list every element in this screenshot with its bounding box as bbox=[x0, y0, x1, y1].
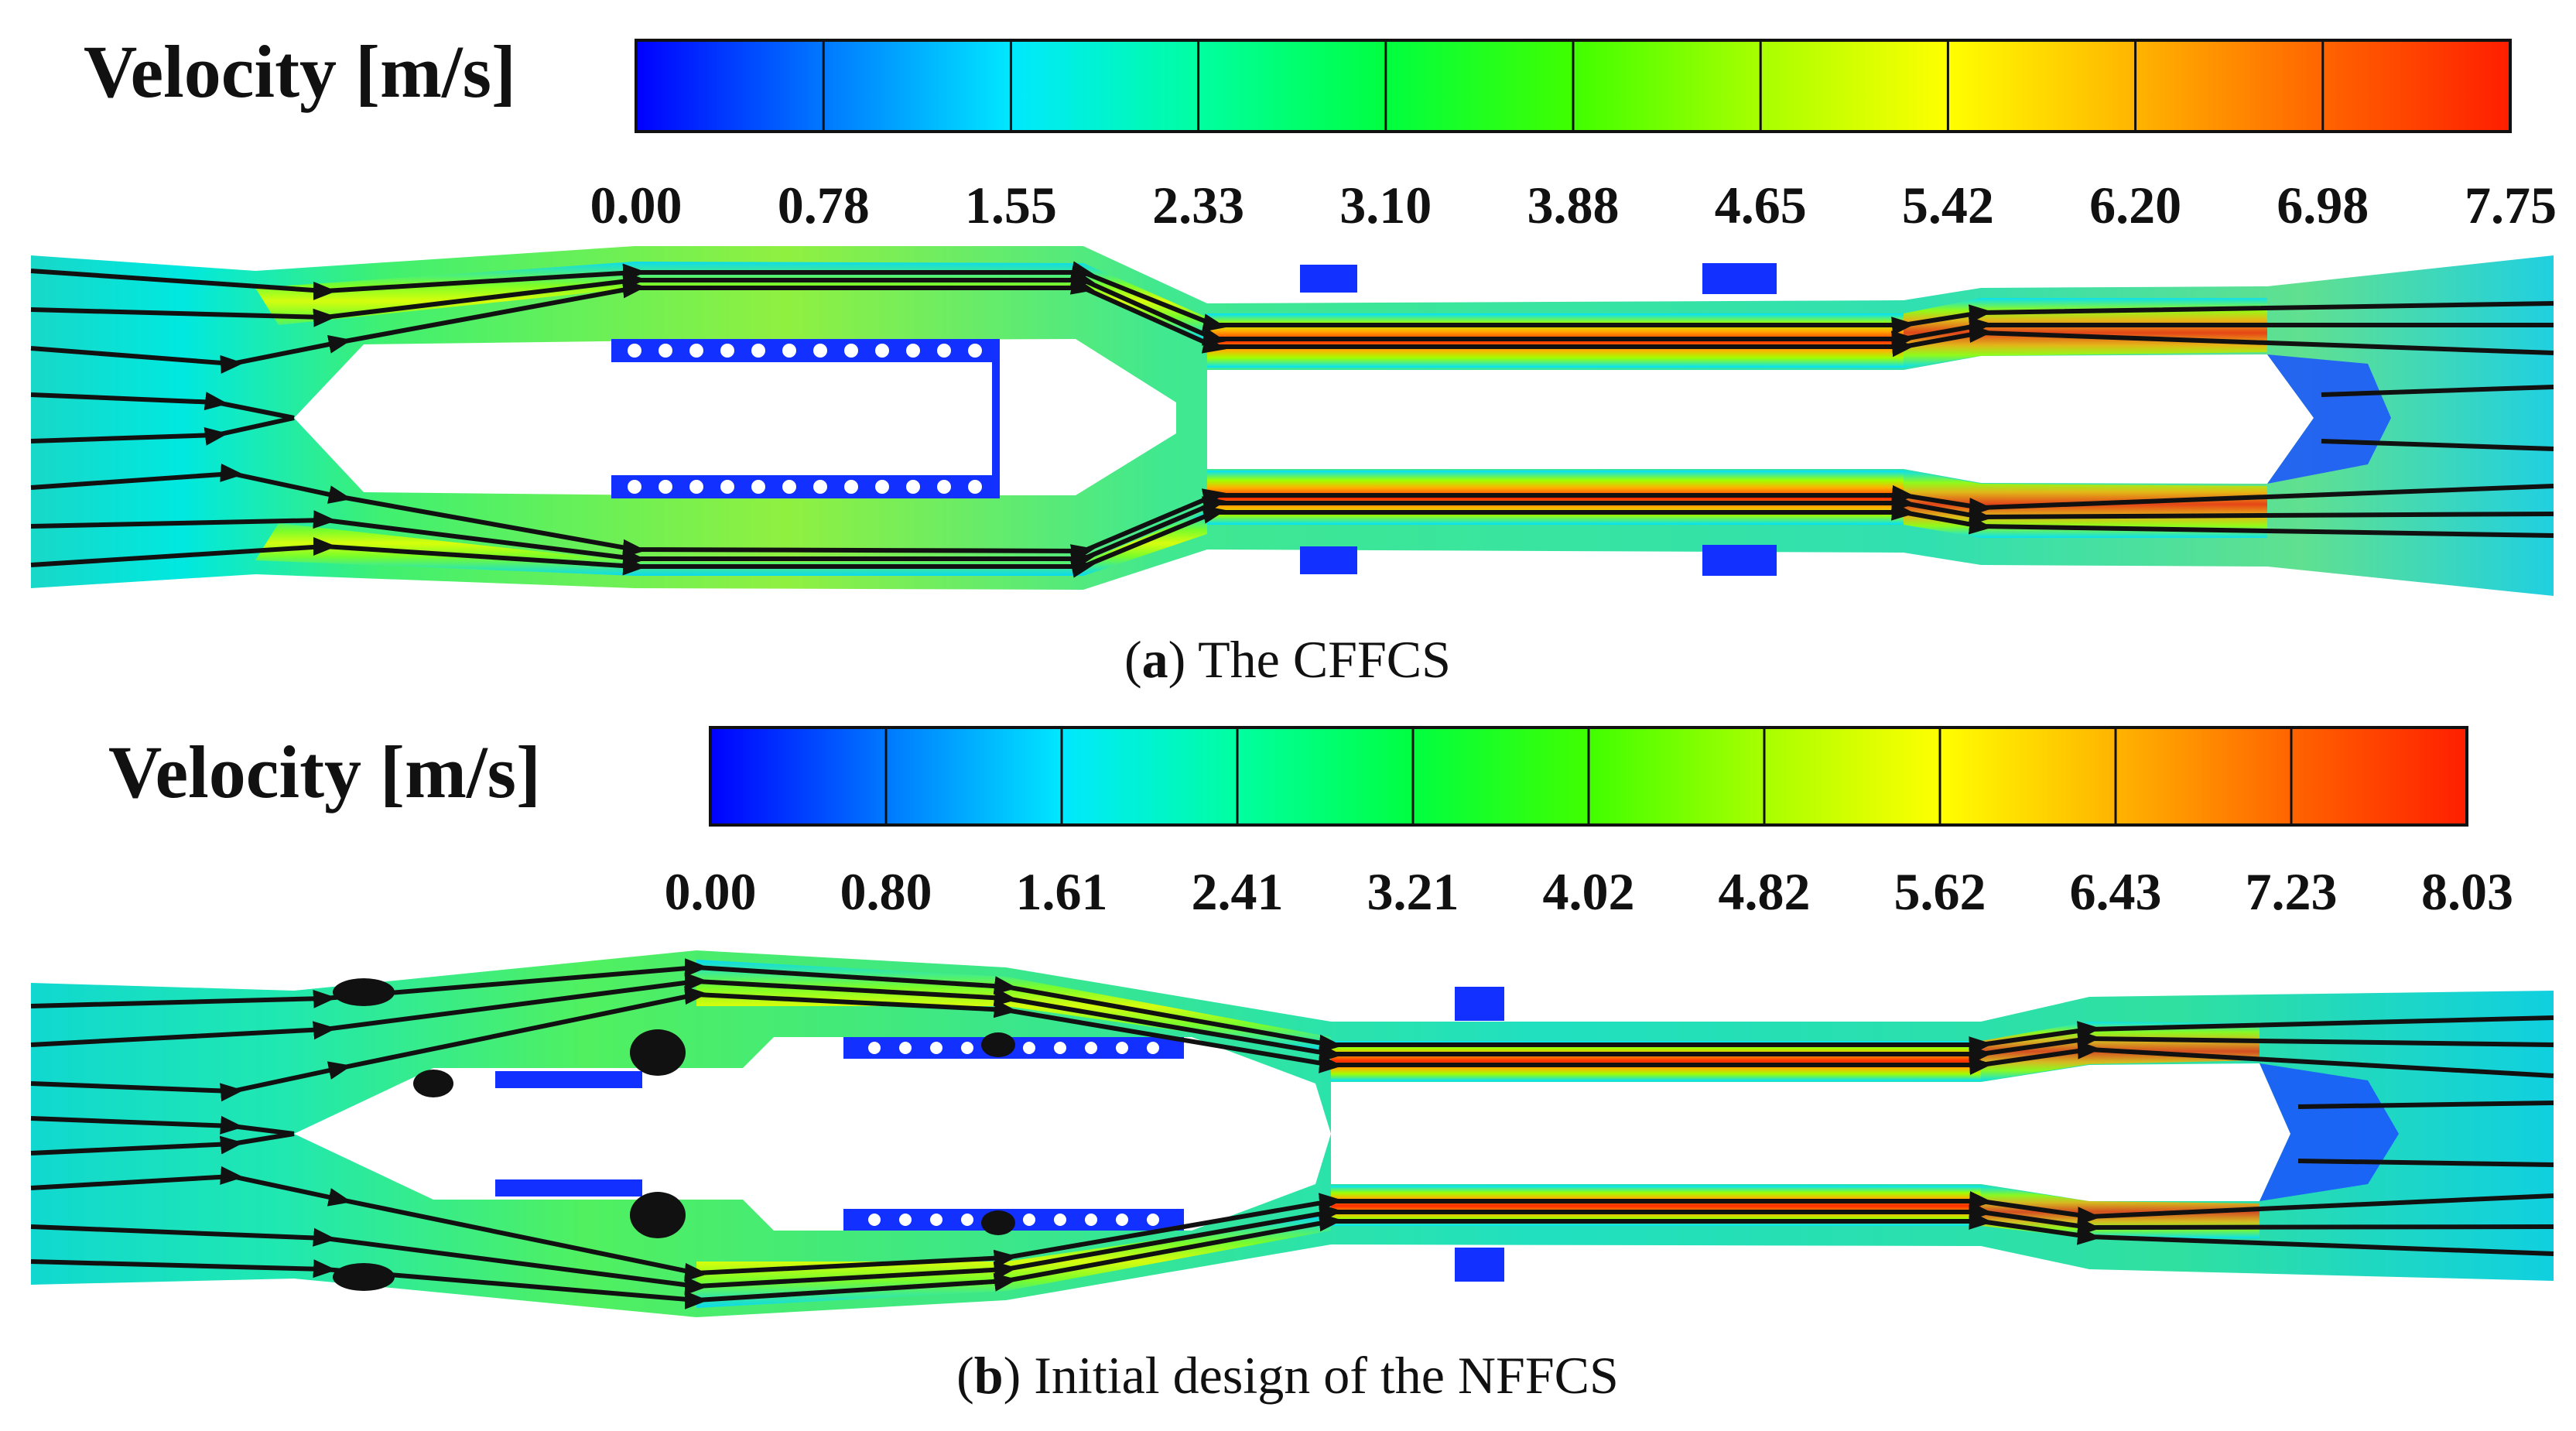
panel-b-lower-block bbox=[1455, 1248, 1504, 1282]
panel-a-caption: (a) The CFFCS bbox=[1124, 630, 1451, 689]
colorbar-tick-label: 2.41 bbox=[1192, 862, 1284, 921]
panel-a-streamline bbox=[30, 416, 295, 446]
colorbar-tick-label: 2.33 bbox=[1152, 176, 1244, 235]
panel-a-streamlines bbox=[30, 261, 2554, 578]
panel-b-streamline bbox=[2297, 1101, 2554, 1109]
colorbar-tick-label: 4.65 bbox=[1715, 176, 1807, 235]
panel-a-streamline bbox=[30, 502, 2554, 578]
panel-a-liner-end bbox=[992, 339, 1000, 498]
panel-a-streamline bbox=[2321, 439, 2554, 451]
panel-a-upper-block-1 bbox=[1300, 265, 1357, 293]
colorbar-tick-label: 5.42 bbox=[1902, 176, 1994, 235]
panel-a-jet-transition-upper bbox=[1904, 298, 2267, 368]
panel-a-streamline bbox=[2321, 385, 2554, 397]
colorbar-tick-label: 6.20 bbox=[2089, 176, 2181, 235]
panel-b-upper-block bbox=[1455, 987, 1504, 1021]
colorbar-tick-label: 6.43 bbox=[2070, 862, 2162, 921]
panel-a-caption-letter: a bbox=[1142, 630, 1168, 689]
panel-b-legend-title: Velocity [m/s] bbox=[108, 731, 541, 813]
colorbar-tick-label: 0.00 bbox=[665, 862, 757, 921]
colorbar-tick-label: 0.78 bbox=[778, 176, 870, 235]
panel-b-inner-liner-top bbox=[495, 1071, 642, 1088]
panel-a-legend-title: Velocity [m/s] bbox=[84, 30, 516, 113]
colorbar-tick-label: 4.82 bbox=[1719, 862, 1811, 921]
panel-a-recirculation bbox=[2267, 354, 2391, 484]
panel-b-streamline bbox=[30, 986, 2554, 1102]
colorbar-tick-label: 0.80 bbox=[840, 862, 932, 921]
colorbar-tick-label: 8.03 bbox=[2421, 862, 2513, 921]
panel-b-streamlines bbox=[30, 958, 2554, 1309]
panel-b-nffcs: Velocity [m/s] 0.00 0.80 1.61 2.41 3.21 4.02 4… bbox=[30, 726, 2554, 1405]
panel-a-colorbar: 0.00 0.78 1.55 2.33 3.10 3.88 4.65 5.42 6.20 6.98… bbox=[590, 39, 2557, 235]
colorbar-tick-label: 0.00 bbox=[590, 176, 682, 235]
panel-a-velocity-field bbox=[31, 246, 2554, 596]
colorbar-tick-label: 1.55 bbox=[965, 176, 1057, 235]
panel-a-cffcs: Velocity [m/s] 0.00 0.78 1.55 2.33 3.10 3.88 4… bbox=[30, 30, 2557, 689]
colorbar-tick-label: 3.21 bbox=[1367, 862, 1459, 921]
colorbar-tick-label: 7.23 bbox=[2246, 862, 2338, 921]
panel-b-caption-text: Initial design of the NFFCS bbox=[1034, 1346, 1619, 1405]
colorbar-tick-label: 3.10 bbox=[1339, 176, 1432, 235]
panel-a-lower-block-2 bbox=[1702, 545, 1777, 576]
panel-b-downstream-core bbox=[1331, 1063, 2290, 1201]
colorbar-tick-label: 1.61 bbox=[1016, 862, 1108, 921]
panel-b-recirculation bbox=[2260, 1063, 2399, 1201]
panel-b-inner-liner-bottom bbox=[495, 1179, 642, 1196]
panel-b-streamline bbox=[2297, 1159, 2554, 1167]
panel-a-lower-block-1 bbox=[1300, 546, 1357, 574]
panel-b-velocity-field bbox=[31, 950, 2554, 1317]
panel-a-streamline bbox=[30, 392, 295, 420]
colorbar-tick-label: 4.02 bbox=[1543, 862, 1635, 921]
panel-a-upper-block-2 bbox=[1702, 263, 1777, 294]
colorbar-tick-label: 6.98 bbox=[2277, 176, 2369, 235]
colorbar-tick-label: 5.62 bbox=[1894, 862, 1986, 921]
panel-a-downstream-core bbox=[1207, 354, 2314, 484]
panel-a-central-body bbox=[294, 339, 1176, 495]
panel-b-streamline bbox=[30, 1115, 295, 1136]
panel-b-caption: (b) Initial design of the NFFCS bbox=[956, 1346, 1619, 1405]
panel-b-caption-letter: b bbox=[974, 1346, 1004, 1405]
panel-a-caption-text: The CFFCS bbox=[1198, 630, 1451, 689]
panel-a-streamline bbox=[30, 276, 2554, 374]
panel-b-streamline bbox=[30, 1210, 2554, 1309]
panel-b-colorbar: 0.00 0.80 1.61 2.41 3.21 4.02 4.82 5.62 6.43 7.23… bbox=[665, 726, 2513, 921]
colorbar-tick-label: 7.75 bbox=[2465, 176, 2557, 235]
panel-b-streamline bbox=[30, 1131, 295, 1155]
colorbar-tick-label: 3.88 bbox=[1527, 176, 1620, 235]
